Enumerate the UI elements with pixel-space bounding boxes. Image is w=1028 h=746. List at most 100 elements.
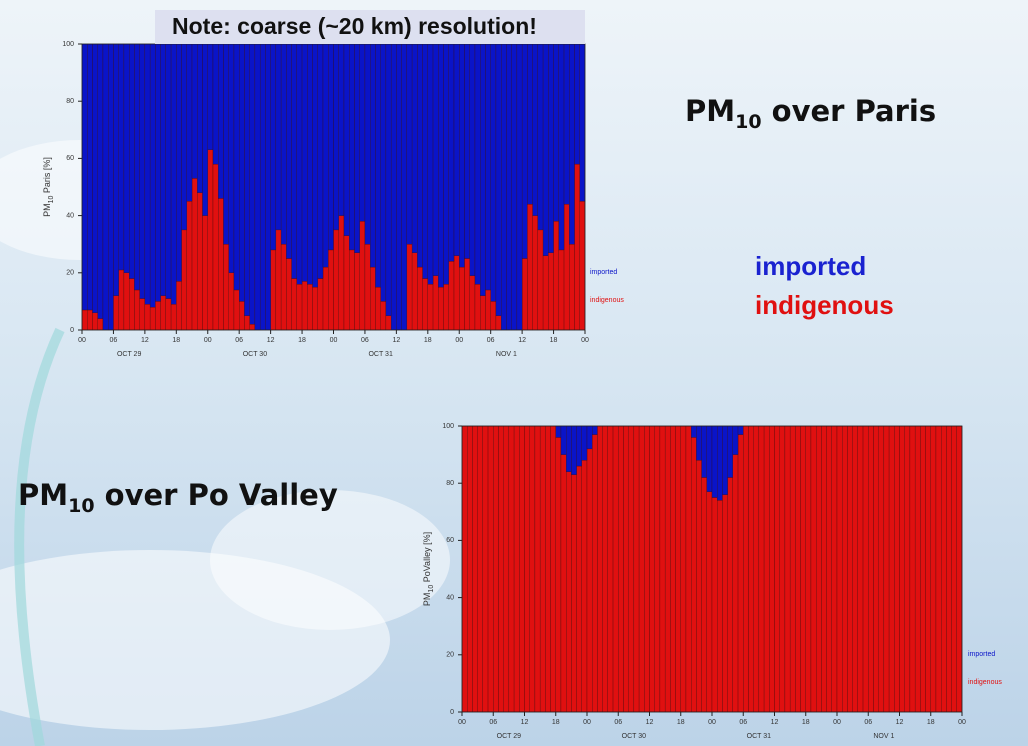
x-day-label: OCT 29 [497, 733, 521, 740]
bar-segment [417, 43, 423, 268]
bar-segment [732, 425, 739, 455]
bar-segment [97, 318, 104, 331]
y-axis-label: PM10 Paris [%] [42, 157, 54, 217]
bar-segment [490, 301, 497, 331]
bar-segment [291, 278, 297, 331]
x-tick-label: 00 [458, 719, 466, 726]
bar-segment [711, 425, 718, 498]
bar-segment [532, 43, 538, 216]
bar-segment [228, 43, 235, 273]
bar-segment [563, 43, 570, 205]
bar-segment [659, 425, 666, 713]
x-tick-label: 00 [78, 337, 86, 344]
bar-segment [218, 43, 224, 199]
heading-text: over Po Valley [95, 478, 338, 512]
bar-segment [464, 258, 470, 331]
bar-segment [448, 261, 455, 331]
bar-segment [307, 43, 313, 285]
bar-segment [307, 284, 313, 331]
cloud [210, 490, 450, 630]
bar-segment [717, 500, 723, 713]
bar-segment [438, 43, 444, 288]
bar-segment [527, 204, 533, 331]
bar-segment [480, 295, 486, 331]
bar-segment [396, 43, 402, 331]
bar-segment [597, 425, 603, 713]
bar-segment [259, 43, 266, 331]
bar-segment [165, 298, 172, 331]
bar-segment [508, 425, 515, 713]
bar-segment [480, 43, 486, 296]
bar-segment [914, 425, 921, 713]
bar-segment [878, 425, 885, 713]
bar-segment [160, 43, 166, 296]
bar-segment [474, 284, 481, 331]
bar-segment [576, 425, 582, 467]
bar-segment [485, 289, 491, 331]
bar-segment [317, 43, 324, 279]
bar-segment [411, 252, 418, 331]
bar-segment [618, 425, 624, 713]
bar-segment [701, 425, 707, 478]
bar-segment [385, 43, 392, 316]
bar-segment [574, 43, 580, 165]
bar-segment [513, 425, 520, 713]
x-tick-label: 12 [896, 719, 904, 726]
bar-segment [628, 425, 635, 713]
bar-segment [548, 252, 554, 331]
bar-segment [207, 149, 214, 331]
bar-segment [338, 43, 345, 216]
bar-segment [291, 43, 297, 279]
bar-segment [244, 315, 250, 331]
bar-segment [816, 425, 822, 713]
bar-segment [909, 425, 916, 713]
bar-segment [422, 43, 428, 279]
bar-segment [675, 425, 681, 713]
bar-segment [328, 249, 334, 331]
bar-segment [899, 425, 905, 713]
bar-segment [165, 43, 172, 299]
y-axis-label-part: PM [422, 593, 432, 607]
bar-segment [576, 465, 582, 713]
bar-segment [527, 43, 533, 205]
x-tick-label: 18 [424, 337, 432, 344]
bar-segment [239, 43, 245, 302]
bar-segment [763, 425, 770, 713]
bar-segment [532, 215, 538, 331]
bar-segment [748, 425, 754, 713]
bar-segment [280, 43, 287, 245]
bar-segment [467, 425, 473, 713]
bar-segment [537, 43, 544, 231]
x-tick-label: 12 [646, 719, 654, 726]
y-tick-label: 0 [450, 709, 454, 716]
legend-label: imported [590, 269, 617, 276]
bar-segment [364, 43, 371, 245]
bar-segment [417, 266, 423, 331]
bar-segment [477, 425, 483, 713]
bar-segment [328, 43, 334, 251]
bar-segment [118, 269, 125, 331]
bar-segment [92, 43, 98, 313]
bar-segment [270, 43, 277, 251]
y-tick-label: 20 [446, 652, 454, 659]
bar-segment [495, 43, 502, 316]
bar-segment [836, 425, 843, 713]
bar-segment [453, 43, 460, 256]
bar-segment [946, 425, 952, 713]
bar-segment [498, 425, 504, 713]
bar-segment [218, 198, 224, 331]
bar-segment [461, 425, 468, 713]
bar-segment [569, 244, 575, 331]
bar-segment [579, 201, 586, 331]
bar-segment [607, 425, 614, 713]
y-tick-label: 100 [62, 41, 74, 48]
x-tick-label: 06 [235, 337, 243, 344]
bar-segment [149, 43, 156, 308]
x-tick-label: 00 [708, 719, 716, 726]
x-tick-label: 06 [489, 719, 497, 726]
bar-segment [123, 272, 130, 331]
bar-segment [857, 425, 864, 713]
bar-segment [207, 43, 214, 150]
bar-segment [654, 425, 661, 713]
heading-sub: 10 [68, 495, 94, 517]
